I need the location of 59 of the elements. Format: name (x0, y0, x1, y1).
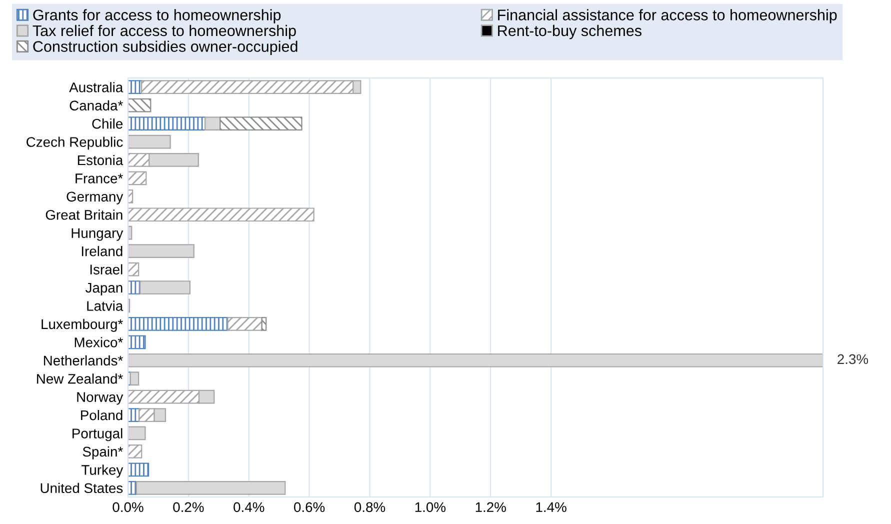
y-tick-label: Netherlands* (44, 355, 123, 366)
legend-label: Tax relief for access to homeownership (32, 24, 296, 40)
y-tick-label: Czech Republic (26, 136, 123, 150)
x-tick-label: 0.0% (112, 502, 144, 512)
y-tick-label: Latvia (87, 300, 124, 311)
bar (128, 317, 228, 331)
bar (128, 116, 206, 130)
y-tick-label: Turkey (82, 464, 124, 478)
x-tick-label: 0.6% (294, 502, 325, 512)
y-tick-label: United States (40, 482, 123, 494)
bar (128, 171, 147, 186)
bar (140, 280, 190, 294)
legend-label: Rent-to-buy schemes (498, 24, 642, 40)
bar (128, 353, 823, 368)
x-tick-label: 1.0% (415, 502, 446, 512)
x-tick-label: 0.4% (234, 502, 264, 512)
y-tick-label: New Zealand* (37, 374, 123, 384)
y-tick-label: Estonia (78, 154, 124, 166)
bar (128, 208, 314, 222)
bar (128, 462, 150, 477)
y-tick-label: Germany (66, 192, 124, 204)
bar (128, 335, 146, 350)
bar (128, 444, 142, 458)
bar (128, 189, 134, 204)
bar (130, 372, 140, 386)
bar (227, 317, 262, 331)
bar (128, 98, 152, 112)
bar (136, 480, 286, 495)
y-tick-label: Norway (77, 392, 124, 405)
x-tick-label: 1.4% (536, 502, 566, 512)
data-label: 2.3% (838, 354, 868, 364)
y-tick-label: Japan (86, 282, 122, 296)
y-tick-label: Chile (92, 118, 123, 129)
y-tick-label: Poland (81, 410, 122, 420)
y-tick-label: Mexico* (74, 337, 123, 348)
bar (220, 116, 302, 130)
bar (128, 426, 146, 440)
x-tick-label: 0.8% (354, 502, 386, 512)
legend-label: Financial assistance for access to homeownership (498, 9, 837, 24)
y-tick-label: Portugal (72, 428, 122, 442)
y-tick-label: Luxembourg* (42, 318, 123, 332)
y-tick-label: Australia (69, 82, 124, 92)
y-tick-label: Ireland (82, 246, 122, 256)
bar (204, 116, 221, 130)
x-tick-label: 0.2% (173, 502, 204, 512)
y-tick-label: Canada* (70, 100, 123, 110)
bar (128, 262, 140, 276)
legend-label: Construction subsidies owner-occupied (33, 40, 298, 55)
y-tick-label: Great Britain (46, 210, 122, 220)
bar (128, 244, 194, 258)
y-tick-label: France* (76, 174, 123, 184)
bar (128, 134, 171, 149)
bar (261, 317, 267, 331)
y-tick-label: Israel (90, 264, 122, 274)
legend-label: Grants for access to homeownership (33, 9, 281, 24)
y-tick-label: Spain* (82, 446, 123, 460)
bar (128, 80, 142, 94)
y-tick-label: Hungary (72, 228, 124, 241)
x-tick-label: 1.2% (476, 502, 506, 512)
